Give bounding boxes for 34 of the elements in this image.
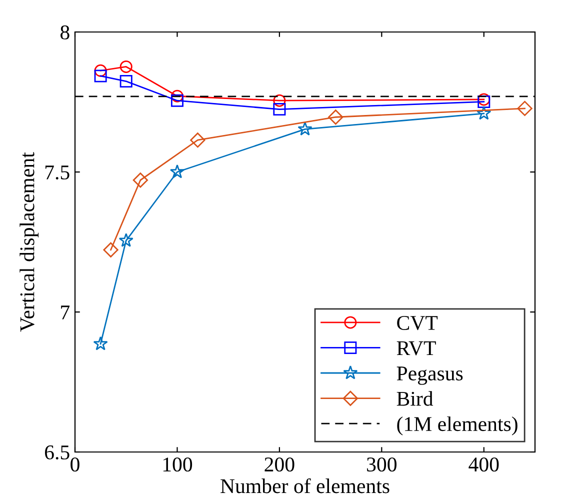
legend-label: Bird <box>396 391 434 406</box>
legend-label: Pegasus <box>396 366 463 385</box>
point <box>93 336 108 350</box>
point <box>170 90 184 102</box>
point <box>94 64 107 77</box>
x-tick-label: 200 <box>264 457 294 472</box>
point <box>120 75 132 88</box>
legend-label: RVT <box>396 341 436 356</box>
x-tick-label: 0 <box>70 457 80 472</box>
point <box>132 172 148 188</box>
x-tick-label: 400 <box>468 457 499 472</box>
y-tick-label: 7 <box>61 306 70 320</box>
point <box>103 242 118 258</box>
point <box>190 132 206 148</box>
point <box>476 106 492 120</box>
y-tick-label: 7.5 <box>45 166 70 180</box>
legend-label: CVT <box>397 316 438 330</box>
point <box>273 103 286 116</box>
y-tick-label: 8 <box>60 25 70 40</box>
x-axis-title: Number of elements <box>220 478 390 494</box>
y-tick-label: 6.5 <box>44 445 70 460</box>
x-tick-label: 100 <box>163 457 192 472</box>
point <box>273 94 286 107</box>
legend-label: (1M elements) <box>397 416 518 436</box>
x-tick-label: 300 <box>367 457 396 472</box>
point <box>94 70 107 82</box>
point <box>170 94 184 107</box>
point <box>118 232 134 247</box>
point <box>120 60 132 73</box>
point <box>170 164 185 178</box>
point <box>298 122 312 136</box>
point <box>517 100 532 116</box>
point <box>328 110 344 125</box>
y-axis-title: Vertical displacement <box>20 152 39 332</box>
